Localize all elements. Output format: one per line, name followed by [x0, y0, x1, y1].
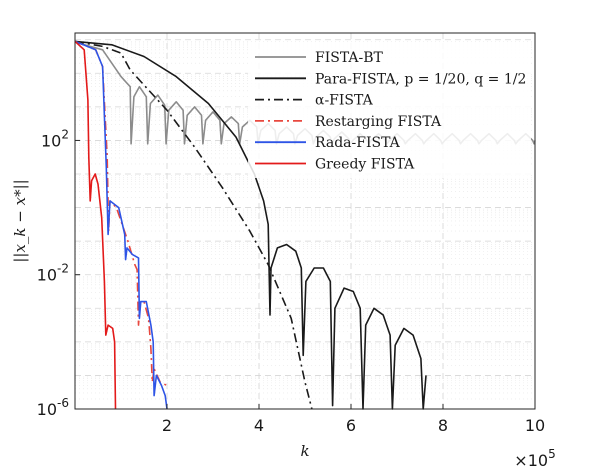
legend-box — [248, 42, 531, 178]
series-line-3 — [74, 40, 168, 387]
legend-label-5: Greedy FISTA — [315, 157, 415, 173]
x-axis-multiplier: ×105 — [514, 447, 555, 470]
y-axis-label: ||x_k − x*|| — [11, 179, 29, 262]
legend: FISTA-BT Para-FISTA, p = 1/20, q = 1/2 α-F… — [248, 42, 531, 178]
series-line-2 — [74, 40, 313, 410]
series-line-4 — [74, 40, 168, 410]
x-tick-label: 2 — [162, 416, 172, 435]
legend-label-0: FISTA-BT — [315, 50, 384, 66]
y-tick-label: 102 — [41, 127, 69, 150]
y-tick-label: 10-6 — [37, 396, 69, 419]
legend-label-4: Rada-FISTA — [315, 135, 401, 151]
axis-ticks: 2 4 6 8 10 102 10-2 10-6 — [37, 127, 546, 435]
x-tick-label: 6 — [346, 416, 356, 435]
y-tick-label: 10-2 — [37, 262, 69, 285]
legend-label-1: Para-FISTA, p = 1/20, q = 1/2 — [315, 71, 526, 87]
legend-label-2: α-FISTA — [315, 93, 374, 109]
x-tick-label: 8 — [438, 416, 448, 435]
x-tick-label: 4 — [254, 416, 264, 435]
x-axis-label: k — [300, 442, 309, 460]
legend-label-3: Restarging FISTA — [315, 114, 442, 130]
plot-frame — [74, 32, 536, 410]
series-line-5 — [74, 40, 117, 410]
x-tick-label: 10 — [525, 416, 545, 435]
